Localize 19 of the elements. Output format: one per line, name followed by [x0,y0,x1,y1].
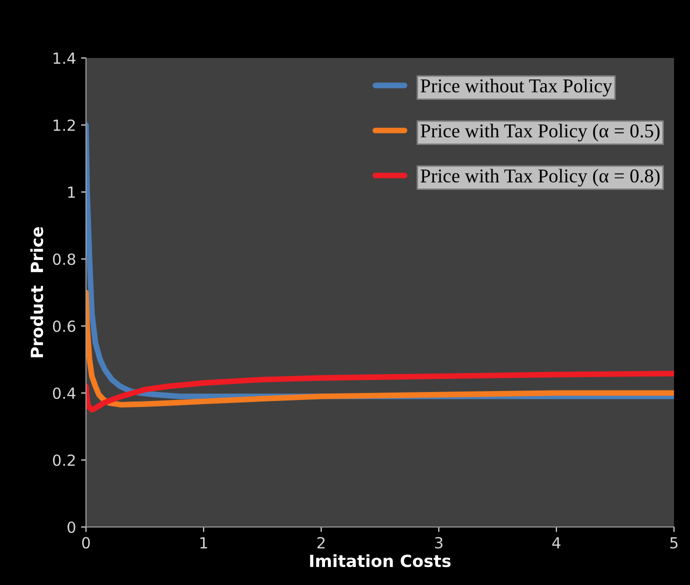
y-tick-label: 1.2 [54,119,75,131]
y-tick-label: 0 [68,521,76,534]
legend-label: Price without Tax Policy [420,78,612,96]
y-tick-label: 0.2 [52,454,75,466]
x-tick-label: 5 [670,537,678,549]
x-tick-label: 1 [200,537,208,548]
x-tick-label: 4 [552,537,560,548]
y-tick-label: 1 [68,186,75,198]
y-tick-label: 0.6 [52,320,76,332]
x-tick-label: 2 [317,536,325,548]
legend-label: Price with Tax Policy (α = 0.5) [420,124,660,142]
legend-label: Price with Tax Policy (α = 0.8) [420,168,660,187]
y-tick-label: 0.8 [52,253,76,266]
x-tick-label: 3 [435,536,442,549]
y-tick-label: 1.4 [54,52,76,64]
y-tick-label: 0.4 [52,387,76,400]
y-axis-title: Product Price [30,227,44,358]
x-axis-title: Imitation Costs [310,554,451,568]
x-tick-label: 0 [82,536,90,549]
